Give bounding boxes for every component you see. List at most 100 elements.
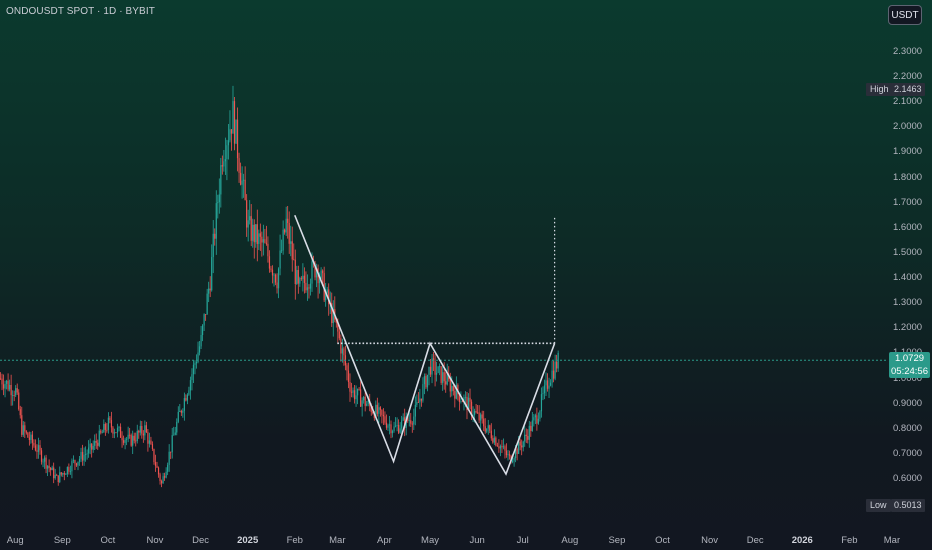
candle-body	[352, 390, 354, 393]
candle-body	[378, 407, 380, 414]
candle-body	[97, 442, 99, 446]
candle-body	[139, 425, 141, 433]
candle-body	[399, 428, 401, 433]
symbol-title[interactable]: ONDOUSDT SPOT · 1D · BYBIT	[6, 6, 155, 17]
candle-body	[221, 165, 223, 167]
candle-body	[419, 398, 421, 403]
candle-body	[449, 379, 451, 392]
candle-body	[472, 414, 474, 416]
candle-body	[416, 402, 418, 405]
candle-body	[270, 268, 272, 270]
candle-body	[320, 270, 322, 279]
price-axis-label: 0.9000	[893, 397, 923, 409]
candle-body	[508, 454, 511, 456]
candle-body	[107, 417, 109, 430]
candle-body	[103, 423, 105, 433]
candle-body	[203, 314, 205, 326]
candle-body	[458, 394, 460, 402]
price-axis-label: 0.7000	[893, 447, 923, 459]
candle-body	[165, 471, 167, 478]
candle-body	[261, 236, 263, 243]
candle-body	[475, 411, 477, 413]
candle-body	[490, 430, 492, 439]
candle-body	[379, 407, 381, 410]
candle-body	[394, 425, 397, 427]
candle-body	[33, 442, 35, 446]
candle-body	[43, 457, 46, 462]
candle-body	[519, 441, 521, 446]
candle-body	[112, 427, 114, 434]
candle-body	[206, 293, 208, 315]
candle-body	[37, 445, 40, 452]
candle-body	[284, 229, 286, 233]
candle-body	[2, 384, 5, 389]
low-value: 0.5013	[891, 499, 925, 512]
candle-body	[437, 366, 439, 373]
candle-body	[218, 194, 220, 203]
candle-body	[48, 465, 50, 468]
time-axis-label: Feb	[286, 535, 303, 546]
candle-body	[182, 410, 184, 413]
candle-body	[186, 394, 188, 401]
candle-body	[167, 464, 169, 472]
w-pattern-line[interactable]	[294, 214, 556, 476]
candle-body	[364, 396, 366, 406]
candle-body	[372, 412, 374, 414]
candle-body	[250, 216, 252, 241]
candle-body	[246, 200, 248, 228]
candle-body	[159, 474, 161, 482]
candle-body	[253, 224, 255, 243]
candle-body	[74, 460, 76, 464]
candle-body	[366, 403, 368, 406]
candle-body	[306, 287, 309, 291]
candle-body	[282, 229, 284, 251]
w-pattern-drawing[interactable]	[294, 214, 556, 476]
candle-body	[66, 467, 68, 475]
candle-body	[413, 416, 415, 425]
candle-body	[279, 250, 281, 269]
currency-button[interactable]: USDT	[888, 5, 922, 25]
time-axis-label: 2025	[237, 535, 259, 546]
candle-body	[69, 471, 71, 473]
candle-body	[267, 243, 269, 257]
candle-body	[382, 414, 385, 417]
candle-body	[194, 363, 196, 365]
candle-body	[373, 413, 375, 419]
candle-body	[296, 270, 298, 285]
candle-body	[13, 395, 15, 396]
candle-body	[77, 461, 79, 466]
candle-body	[452, 386, 454, 391]
time-axis-label: Feb	[841, 535, 858, 546]
candle-body	[463, 397, 465, 403]
candle-body	[299, 278, 301, 284]
candle-body	[402, 417, 404, 421]
candle-body	[326, 289, 328, 293]
candle-body	[68, 467, 70, 472]
candle-body	[370, 405, 372, 413]
candle-body	[177, 411, 179, 422]
candle-body	[489, 425, 491, 431]
candle-body	[393, 426, 395, 432]
candle-body	[464, 396, 467, 398]
candle-body	[215, 203, 217, 239]
candle-body	[265, 242, 268, 244]
candle-body	[350, 391, 353, 393]
candle-body	[89, 443, 91, 448]
candle-body	[525, 434, 527, 437]
price-axis-label: 1.6000	[893, 221, 923, 233]
candle-body	[227, 140, 230, 146]
candle-body	[540, 394, 543, 412]
candle-body	[483, 418, 485, 427]
candle-body	[445, 381, 447, 385]
candle-body	[531, 420, 533, 432]
price-axis-label: 1.7000	[893, 196, 923, 208]
time-axis-label: Sep	[53, 535, 71, 546]
candle-body	[54, 474, 56, 479]
candle-body	[18, 392, 20, 410]
candle-body	[168, 451, 170, 465]
candle-body	[57, 475, 59, 483]
candle-body	[341, 348, 343, 354]
candle-body	[297, 270, 299, 284]
